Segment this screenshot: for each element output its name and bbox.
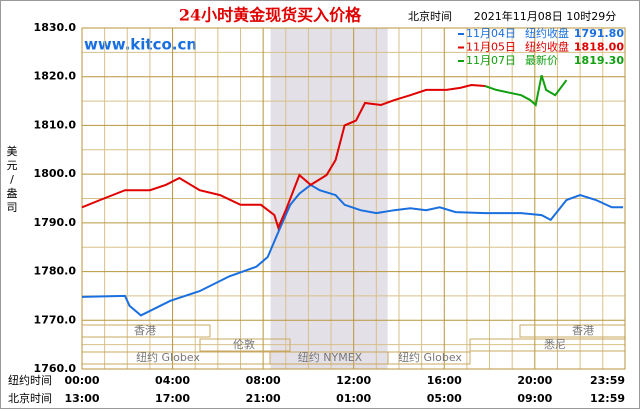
legend-name: 11月07日	[466, 54, 516, 67]
x-tick-label: 08:00	[246, 374, 281, 387]
plot-border	[81, 27, 626, 370]
chart-title: 24小时黄金现货买入价格	[179, 6, 362, 25]
y-tick-label: 1780.0	[34, 265, 77, 278]
y-axis-label-char: 盎	[7, 186, 18, 200]
x-row-label: 北京时间	[8, 391, 52, 405]
x2-tick-label: 09:00	[517, 392, 552, 405]
legend-label: 纽约收盘	[525, 26, 569, 40]
x2-tick-label: 17:00	[155, 392, 190, 405]
x2-tick-label: 01:00	[336, 392, 371, 405]
market-label: 纽约 Globex	[398, 350, 462, 364]
y-tick-label: 1760.0	[34, 362, 77, 375]
market-label: 纽约 NYMEX	[298, 350, 363, 364]
market-box	[199, 338, 291, 352]
y-axis-label-char: 司	[7, 201, 18, 214]
x-tick-label: 00:00	[64, 374, 99, 387]
x2-tick-label: 05:00	[427, 392, 462, 405]
y-tick-label: 1800.0	[34, 167, 77, 180]
y-tick-label: 1770.0	[34, 313, 77, 326]
x2-tick-label: 13:00	[64, 392, 99, 405]
line-series	[484, 75, 568, 107]
y-axis-label-char: 美	[7, 145, 18, 158]
y-axis-label-char: 元	[7, 159, 18, 172]
x2-tick-label: 21:00	[246, 392, 281, 405]
market-label: 悉尼	[544, 338, 566, 351]
x-tick-label: 16:00	[427, 374, 462, 387]
legend-name: 11月04日	[466, 27, 516, 40]
y-axis-label-char: /	[10, 173, 14, 186]
legend-label: 最新价	[525, 53, 558, 67]
market-label: 纽约 Globex	[136, 350, 200, 364]
market-label: 香港	[134, 324, 156, 337]
y-tick-label: 1790.0	[34, 216, 77, 229]
x2-tick-label: 12:59	[590, 392, 625, 405]
legend-label: 纽约收盘	[525, 40, 569, 54]
clock-label: 北京时间	[408, 9, 452, 23]
market-box	[387, 351, 471, 365]
x-tick-label: 12:00	[336, 374, 371, 387]
market-label: 香港	[572, 324, 594, 337]
x-tick-label: 20:00	[517, 374, 552, 387]
market-label: 伦敦	[233, 337, 255, 351]
y-axis-label: 美元/盎司	[7, 145, 18, 214]
legend-name: 11月05日	[466, 41, 516, 54]
legend-value: 1819.30	[574, 54, 624, 67]
line-series	[81, 183, 624, 317]
watermark: www.kitco.cn	[84, 36, 197, 54]
legend-value: 1818.00	[574, 41, 624, 54]
line-series	[81, 83, 486, 231]
y-tick-label: 1820.0	[34, 70, 77, 83]
x-row-label: 纽约时间	[8, 373, 52, 387]
legend-value: 1791.80	[574, 27, 624, 40]
timestamp: 2021年11月08日 10时29分	[474, 9, 616, 23]
x-tick-label: 23:59	[590, 374, 625, 387]
y-tick-label: 1810.0	[34, 118, 77, 131]
x-tick-label: 04:00	[155, 374, 190, 387]
y-tick-label: 1830.0	[34, 21, 77, 34]
